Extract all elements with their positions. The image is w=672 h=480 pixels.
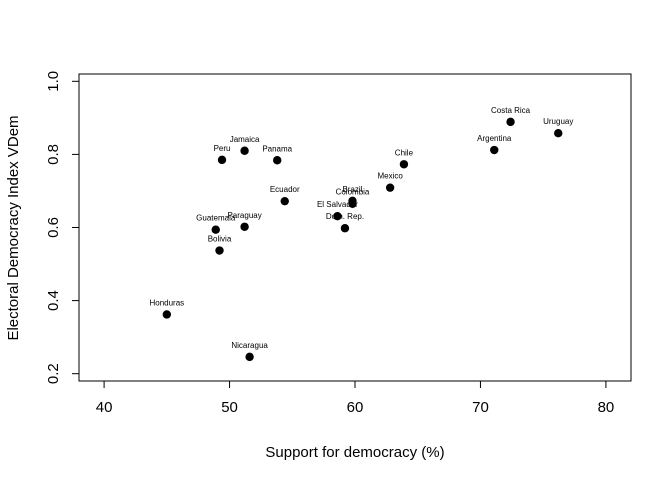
y-tick-label: 0.2 [45,363,62,384]
y-axis: 0.2 0.4 0.6 0.8 1.0 [45,71,80,384]
data-point [240,146,249,155]
point-label: Paraguay [227,211,261,220]
point-label: Panama [262,144,292,153]
x-tick-label: 70 [472,399,489,416]
x-tick-label: 60 [347,399,364,416]
point-label: Costa Rica [491,106,531,115]
data-point [506,117,515,127]
point-label: Honduras [149,298,184,307]
point-label: El Salvador [317,200,358,209]
point-label: Brazil [342,185,362,194]
data-point [399,160,409,169]
point-label: Guatemala [196,214,236,223]
x-axis: 40 50 60 70 80 [96,380,615,416]
point-label: Argentina [477,134,512,143]
data-point [385,183,395,192]
point-label: Bolivia [208,235,232,244]
data-points [162,117,563,362]
y-tick-label: 0.4 [45,290,62,311]
y-axis-title: Electoral Democracy Index VDem [5,115,22,340]
data-point [211,225,220,234]
data-point [490,145,499,155]
x-axis-title: Support for democracy (%) [265,444,444,461]
point-label: Nicaragua [231,341,268,350]
y-tick-label: 0.8 [45,144,62,165]
data-point [245,352,254,362]
point-label: Jamaica [230,135,260,144]
x-tick-label: 50 [221,399,238,416]
point-label: Chile [395,148,414,157]
x-tick-label: 40 [96,399,113,416]
data-point [215,246,224,255]
data-point [273,156,282,165]
point-label: Uruguay [543,117,573,126]
y-tick-label: 1.0 [45,71,62,92]
point-label: Peru [214,144,231,153]
data-point [217,155,227,165]
data-point [348,199,357,208]
y-tick-label: 0.6 [45,217,62,238]
data-point [162,310,172,319]
point-label: Dom. Rep. [326,212,364,221]
x-tick-label: 80 [598,399,615,416]
data-point [240,222,249,231]
data-point [333,211,342,221]
point-label: Ecuador [270,185,300,194]
data-point [554,129,563,138]
point-labels: Uruguay Costa Rica Argentina Chile Mexico Bra… [149,106,573,350]
data-point [280,196,289,206]
data-point [340,224,350,233]
point-label: Colombia [336,188,370,197]
point-label: Mexico [377,172,403,181]
